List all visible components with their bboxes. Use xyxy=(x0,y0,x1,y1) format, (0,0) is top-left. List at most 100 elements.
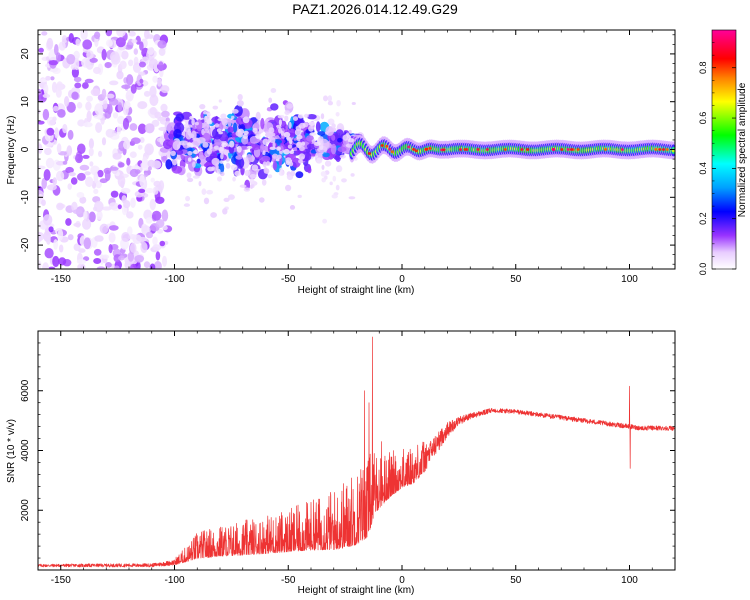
spectrogram-blob xyxy=(244,169,251,177)
spectrogram-blob xyxy=(46,37,54,50)
spectrogram-blob xyxy=(58,257,67,266)
spectrogram-blob xyxy=(206,119,213,125)
spectrogram-blob xyxy=(150,177,155,183)
spectrogram-blob xyxy=(134,254,145,263)
spectrogram-blob xyxy=(321,164,325,170)
spectrogram-blob xyxy=(296,134,303,140)
spectrogram-blob xyxy=(113,254,121,263)
spectrogram-blob xyxy=(48,66,59,73)
spectrogram-blob xyxy=(232,122,238,134)
spectrogram-blob xyxy=(38,165,46,170)
spectrogram-blob xyxy=(105,128,115,138)
spectrogram-blob xyxy=(57,109,66,118)
spectrogram-blob xyxy=(337,146,347,153)
snr-xtick-label: 100 xyxy=(621,575,638,586)
spectrogram-ytick-label: -20 xyxy=(20,237,31,252)
spectrogram-blob xyxy=(283,131,291,138)
spectrogram-blob xyxy=(52,255,60,268)
spectrogram-blob xyxy=(102,100,108,110)
spectrogram-blob xyxy=(321,177,327,183)
spectrogram-blob xyxy=(335,112,340,117)
spectrogram-ytick-label: 20 xyxy=(20,48,31,60)
spectrogram-blob xyxy=(284,110,291,115)
spectrogram-blob xyxy=(217,168,221,175)
spectrogram-blob xyxy=(77,119,86,127)
spectrogram-blob xyxy=(285,184,292,192)
spectrogram-blob xyxy=(306,114,317,120)
spectrogram-blob xyxy=(336,100,341,107)
colorbar-tick-label: 0.4 xyxy=(698,162,708,175)
spectrogram-blob xyxy=(290,170,295,177)
spectrogram-blob xyxy=(42,262,50,269)
spectrogram-blob xyxy=(48,60,59,66)
spectrogram-blob xyxy=(204,115,208,123)
spectrogram-blob xyxy=(425,147,429,151)
spectrogram-blob xyxy=(171,165,183,174)
spectrogram-blob xyxy=(84,171,91,176)
spectrogram-blob xyxy=(88,211,96,223)
spectrogram-blob xyxy=(41,177,47,190)
spectrogram-blob xyxy=(158,61,164,72)
spectrogram-blob xyxy=(249,178,255,185)
spectrogram-blob xyxy=(230,164,238,171)
spectrogram-blob xyxy=(220,113,227,119)
snr-ytick-label: 2000 xyxy=(20,499,31,522)
spectrogram-blob xyxy=(73,243,81,251)
spectrogram-blob xyxy=(41,199,46,206)
spectrogram-blob xyxy=(283,148,290,155)
spectrogram-blob xyxy=(129,242,137,254)
spectrogram-blob xyxy=(76,259,87,265)
spectrogram-blob xyxy=(287,144,293,149)
spectrogram-blob xyxy=(162,225,168,231)
spectrogram-blob xyxy=(83,122,93,128)
spectrogram-blob xyxy=(309,132,317,136)
spectrogram-blob xyxy=(93,248,102,256)
spectrogram-blob xyxy=(126,74,134,86)
spectrogram-blob xyxy=(348,129,352,134)
spectrogram-blob xyxy=(80,30,88,40)
spectrogram-blob xyxy=(137,101,148,110)
colorbar-tick-label: 0.2 xyxy=(698,212,708,225)
spectrogram-blob xyxy=(88,138,94,149)
spectrogram-blob xyxy=(74,58,80,71)
spectrogram-blob xyxy=(327,95,332,102)
spectrogram-blob xyxy=(151,210,162,221)
spectrogram-blob xyxy=(246,145,253,149)
spectrogram-blob xyxy=(323,95,328,102)
spectrogram-blob xyxy=(206,148,212,155)
spectrogram-blob xyxy=(144,143,154,156)
spectrogram-blob xyxy=(149,198,156,211)
spectrogram-blob xyxy=(139,41,144,51)
spectrogram-blob xyxy=(79,164,90,171)
spectrogram-blob xyxy=(276,146,281,151)
spectrogram-blob xyxy=(51,81,58,93)
spectrogram-blob xyxy=(73,76,82,83)
spectrogram-blob xyxy=(236,100,244,107)
spectrogram-blob xyxy=(146,231,153,239)
spectrogram-blob xyxy=(320,171,327,177)
spectrogram-blob xyxy=(106,93,115,99)
spectrogram-blob xyxy=(335,165,343,173)
spectrogram-blob xyxy=(84,78,94,84)
spectrogram-blob xyxy=(201,188,207,195)
spectrogram-blob xyxy=(291,157,301,168)
spectrogram-blob xyxy=(96,210,103,220)
spectrogram-blob xyxy=(109,166,119,171)
spectrogram-blob xyxy=(414,149,418,153)
spectrogram-blob xyxy=(66,101,76,113)
spectrogram-blob xyxy=(151,119,160,127)
spectrogram-blob xyxy=(117,102,123,113)
spectrogram-blob xyxy=(327,118,335,125)
spectrogram-blob xyxy=(121,50,129,60)
chart-title: PAZ1.2026.014.12.49.G29 xyxy=(292,1,458,17)
spectrogram-blob xyxy=(173,128,182,139)
spectrogram-blob xyxy=(55,52,61,63)
spectrogram-blob xyxy=(108,225,119,231)
spectrogram-blob xyxy=(121,232,130,242)
spectrogram-blob xyxy=(83,210,88,221)
spectrogram-blob xyxy=(106,103,113,115)
spectrogram-blob xyxy=(153,261,162,269)
spectrogram-blob xyxy=(252,127,258,133)
spectrogram-blob xyxy=(202,142,209,148)
spectrogram-blob xyxy=(56,81,64,91)
